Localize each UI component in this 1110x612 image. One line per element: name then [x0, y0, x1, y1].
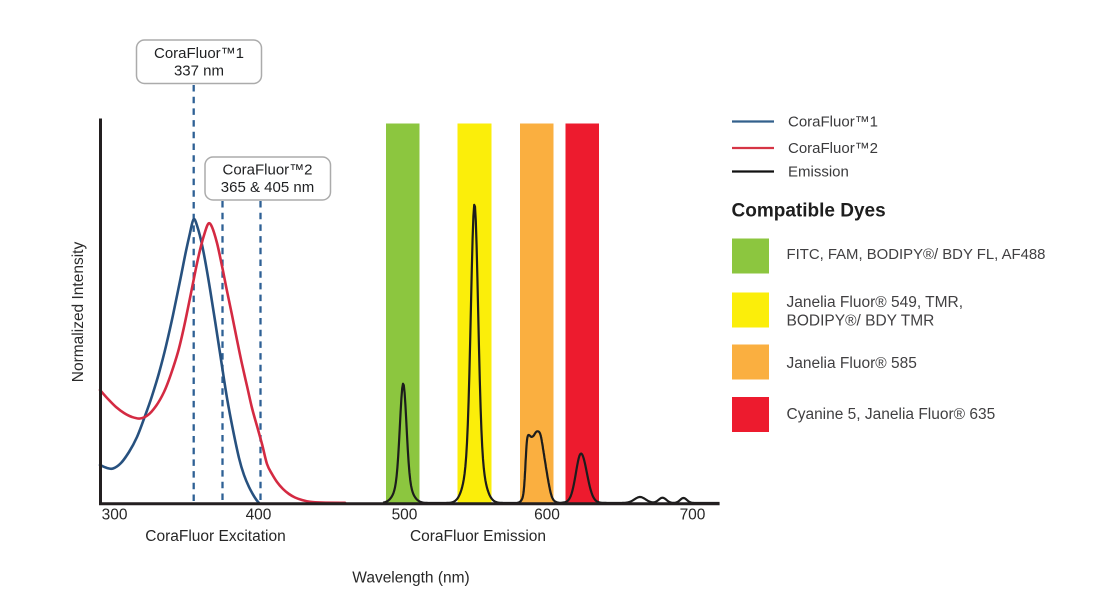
- svg-text:Janelia Fluor® 585: Janelia Fluor® 585: [787, 355, 917, 372]
- svg-text:Cyanine 5, Janelia Fluor® 635: Cyanine 5, Janelia Fluor® 635: [787, 406, 996, 423]
- svg-text:Janelia Fluor® 549, TMR,: Janelia Fluor® 549, TMR,: [787, 294, 964, 311]
- svg-text:400: 400: [246, 507, 272, 524]
- svg-text:CoraFluor™1: CoraFluor™1: [154, 45, 244, 62]
- svg-text:FITC, FAM, BODIPY®/ BDY FL, AF: FITC, FAM, BODIPY®/ BDY FL, AF488: [787, 247, 1046, 263]
- svg-text:CoraFluor™2: CoraFluor™2: [788, 140, 878, 157]
- svg-text:Compatible Dyes: Compatible Dyes: [732, 201, 886, 222]
- svg-text:Normalized Intensity: Normalized Intensity: [70, 242, 87, 383]
- svg-text:500: 500: [392, 507, 418, 524]
- svg-text:CoraFluor Emission: CoraFluor Emission: [410, 528, 546, 545]
- svg-text:CoraFluor Excitation: CoraFluor Excitation: [145, 528, 285, 545]
- svg-text:600: 600: [534, 507, 560, 524]
- svg-text:CoraFluor™2: CoraFluor™2: [222, 162, 312, 179]
- svg-text:BODIPY®/ BDY TMR: BODIPY®/ BDY TMR: [787, 312, 935, 329]
- svg-text:365 & 405 nm: 365 & 405 nm: [221, 179, 314, 196]
- svg-text:Emission: Emission: [788, 164, 849, 181]
- svg-text:300: 300: [102, 507, 128, 524]
- svg-text:700: 700: [680, 507, 706, 524]
- svg-text:337 nm: 337 nm: [174, 63, 224, 80]
- svg-text:CoraFluor™1: CoraFluor™1: [788, 114, 878, 131]
- svg-text:Wavelength (nm): Wavelength (nm): [352, 570, 469, 587]
